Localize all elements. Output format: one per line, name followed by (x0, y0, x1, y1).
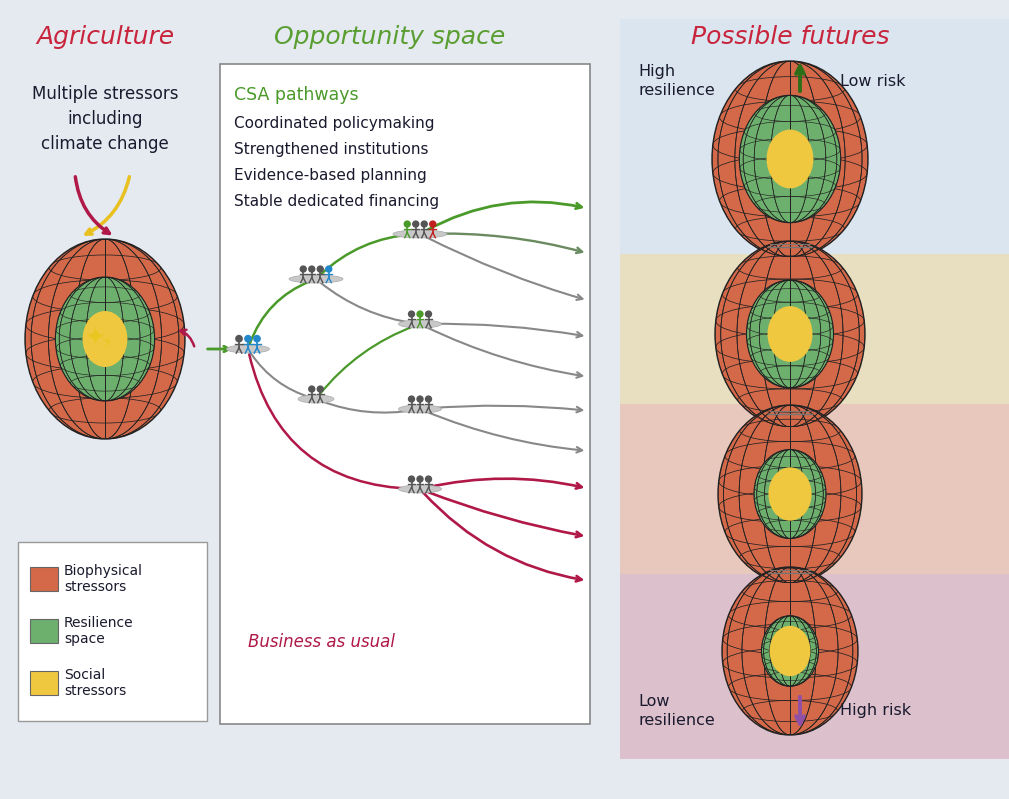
Text: Coordinated policymaking: Coordinated policymaking (234, 116, 435, 131)
FancyArrowPatch shape (321, 401, 415, 412)
Text: Possible futures: Possible futures (691, 25, 889, 49)
Ellipse shape (768, 306, 812, 362)
Bar (620, 19, 1009, 254)
Ellipse shape (399, 320, 442, 328)
Circle shape (409, 311, 415, 317)
Text: Evidence-based planning: Evidence-based planning (234, 168, 427, 183)
Circle shape (245, 336, 251, 342)
Circle shape (309, 266, 315, 272)
Text: Opportunity space: Opportunity space (274, 25, 506, 49)
FancyArrowPatch shape (320, 283, 415, 324)
FancyArrowPatch shape (251, 354, 311, 397)
Ellipse shape (769, 467, 811, 521)
Circle shape (413, 221, 419, 227)
FancyArrowPatch shape (426, 406, 582, 412)
FancyArrowPatch shape (425, 411, 582, 452)
Circle shape (426, 311, 432, 317)
Circle shape (317, 266, 323, 272)
Ellipse shape (712, 61, 868, 257)
Ellipse shape (25, 239, 185, 439)
Text: Low risk: Low risk (840, 74, 905, 89)
Bar (30, 619, 58, 643)
Ellipse shape (770, 626, 810, 676)
Text: Low
resilience: Low resilience (638, 694, 714, 729)
FancyArrowPatch shape (425, 237, 582, 300)
FancyArrowPatch shape (426, 479, 582, 488)
Ellipse shape (718, 405, 862, 583)
FancyArrowPatch shape (426, 233, 582, 253)
Circle shape (317, 386, 323, 392)
Ellipse shape (747, 280, 833, 388)
Ellipse shape (740, 95, 840, 223)
Ellipse shape (298, 395, 334, 403)
Text: Social
stressors: Social stressors (64, 668, 126, 698)
Circle shape (426, 396, 432, 402)
Text: Business as usual: Business as usual (248, 633, 395, 651)
Bar (220, 64, 590, 724)
Text: Biophysical
stressors: Biophysical stressors (64, 564, 143, 594)
Bar (620, 254, 1009, 404)
Circle shape (326, 266, 332, 272)
Ellipse shape (289, 275, 343, 283)
Bar (620, 404, 1009, 574)
FancyArrowPatch shape (426, 324, 582, 337)
FancyArrowPatch shape (425, 327, 582, 378)
Circle shape (417, 311, 423, 317)
Text: Strengthened institutions: Strengthened institutions (234, 142, 429, 157)
Text: High risk: High risk (840, 703, 911, 718)
Bar (30, 671, 58, 695)
Ellipse shape (754, 450, 826, 539)
Ellipse shape (83, 311, 127, 367)
Text: Stable dedicated financing: Stable dedicated financing (234, 194, 439, 209)
Circle shape (309, 386, 315, 392)
FancyArrowPatch shape (208, 346, 229, 352)
Ellipse shape (25, 239, 185, 439)
Circle shape (409, 396, 415, 402)
Circle shape (417, 396, 423, 402)
FancyArrowPatch shape (425, 491, 581, 537)
Circle shape (236, 336, 242, 342)
Ellipse shape (712, 61, 868, 257)
Ellipse shape (399, 405, 442, 413)
Text: High
resilience: High resilience (638, 64, 714, 98)
Circle shape (417, 476, 423, 482)
Text: ✦: ✦ (85, 327, 106, 351)
Text: Resilience
space: Resilience space (64, 616, 133, 646)
FancyArrowPatch shape (249, 355, 415, 489)
Ellipse shape (399, 485, 442, 493)
Ellipse shape (55, 277, 154, 401)
Circle shape (430, 221, 436, 227)
Ellipse shape (715, 241, 865, 427)
Text: Multiple stressors
including
climate change: Multiple stressors including climate cha… (31, 85, 179, 153)
Circle shape (254, 336, 260, 342)
Text: Agriculture: Agriculture (36, 25, 175, 49)
Ellipse shape (226, 345, 269, 353)
Ellipse shape (715, 241, 865, 427)
Circle shape (405, 221, 411, 227)
FancyBboxPatch shape (18, 542, 207, 721)
Text: ⚡: ⚡ (101, 334, 113, 352)
Circle shape (422, 221, 427, 227)
Bar (30, 567, 58, 591)
FancyArrowPatch shape (320, 234, 415, 275)
Ellipse shape (767, 129, 813, 189)
FancyArrowPatch shape (320, 326, 415, 395)
Text: CSA pathways: CSA pathways (234, 86, 358, 104)
Bar (620, 574, 1009, 759)
FancyArrowPatch shape (425, 202, 581, 231)
Ellipse shape (718, 405, 862, 583)
Ellipse shape (722, 567, 858, 735)
Ellipse shape (762, 616, 818, 686)
Ellipse shape (393, 230, 447, 238)
FancyArrowPatch shape (250, 281, 311, 344)
Circle shape (301, 266, 306, 272)
Circle shape (409, 476, 415, 482)
Circle shape (426, 476, 432, 482)
FancyArrowPatch shape (424, 493, 581, 582)
Ellipse shape (722, 567, 858, 735)
